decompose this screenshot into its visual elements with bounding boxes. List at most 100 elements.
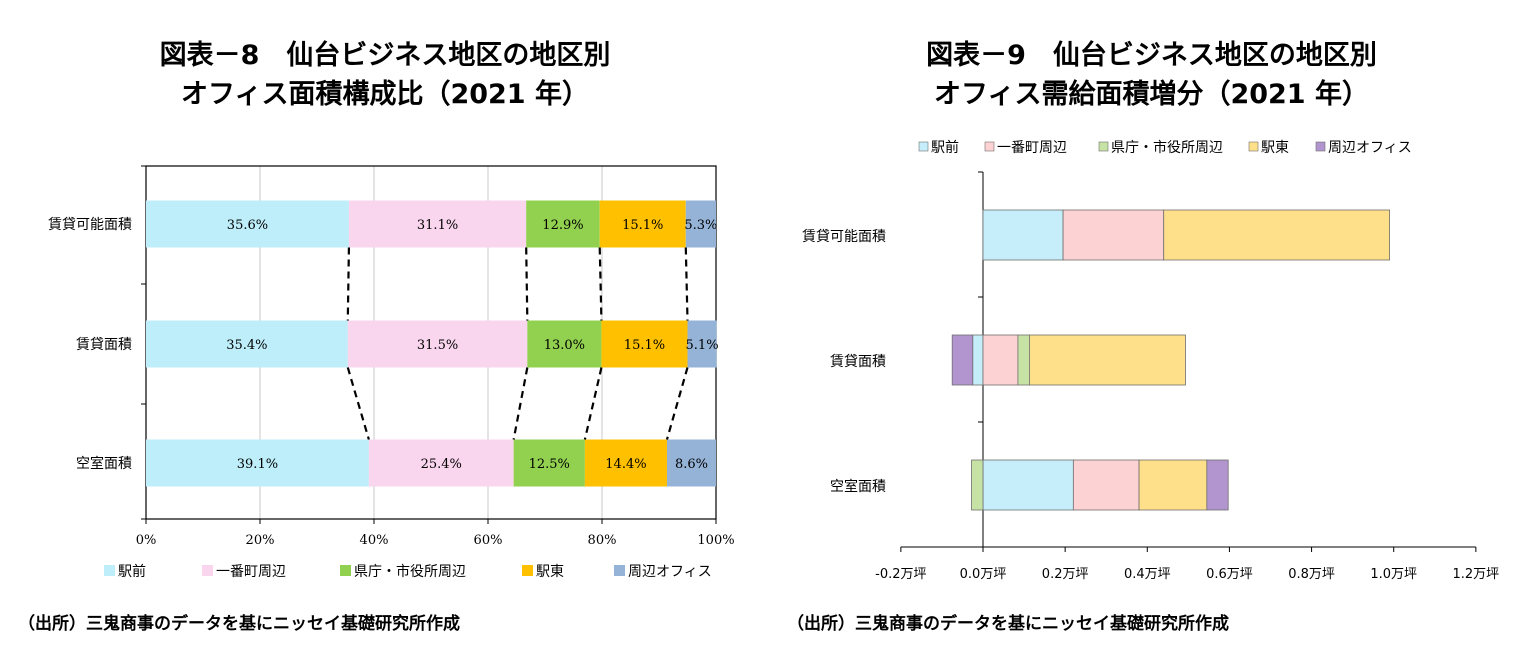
chart1-legend-label: 一番町周辺 — [216, 564, 286, 580]
chart1-data-label: 5.1% — [686, 338, 719, 353]
chart1-bar-segment — [584, 439, 667, 487]
chart1-title-line1: 図表－8 仙台ビジネス地区の地区別 — [159, 40, 611, 71]
chart2-bar-segment — [971, 459, 984, 511]
chart1-connector-line — [598, 247, 603, 321]
chart1-connector-line — [346, 247, 351, 321]
chart1-bar-segment — [666, 439, 716, 487]
chart2-x-tick-label: 0.0万坪 — [960, 567, 1007, 582]
chart1-data-label: 31.1% — [417, 218, 458, 233]
chart1-x-tick-label: 20% — [246, 533, 275, 548]
chart1-connector-line — [583, 367, 603, 440]
chart1-data-label: 14.4% — [605, 457, 646, 472]
chart1-bar-segment — [601, 320, 688, 368]
chart2-bar-segment — [982, 209, 1064, 261]
chart2-bar-segment — [1138, 459, 1208, 511]
chart1-legend-label: 県庁・市役所周辺 — [354, 563, 466, 580]
chart2-bar-segment — [1072, 459, 1140, 511]
chart1-bar-segment — [368, 439, 514, 487]
chart2-bar-segment — [951, 334, 974, 386]
chart1-data-label: 35.4% — [226, 338, 267, 353]
chart1-bar-segment — [599, 200, 686, 248]
chart1-data-label: 13.0% — [544, 338, 585, 353]
chart2-bar-segment — [1029, 334, 1186, 386]
chart1-data-label: 31.5% — [417, 338, 458, 353]
chart2-title-line1: 図表－9 仙台ビジネス地区の地区別 — [926, 40, 1377, 71]
chart1-legend-swatch — [614, 565, 625, 576]
chart1-data-label: 15.1% — [624, 338, 665, 353]
chart2-x-tick-label: 0.2万坪 — [1042, 567, 1089, 582]
chart2-title-line2: オフィス需給面積増分（2021 年） — [933, 79, 1369, 110]
chart2-x-tick-label: 1.2万坪 — [1453, 567, 1500, 582]
chart1-x-tick-label: 0% — [136, 533, 157, 548]
chart1-legend-swatch — [522, 565, 533, 576]
chart2-x-tick-label: -0.2万坪 — [875, 567, 926, 582]
chart1-bar-segment — [348, 200, 527, 248]
chart2-legend-label: 周辺オフィス — [1328, 140, 1412, 156]
chart1-title-line2: オフィス面積構成比（2021 年） — [180, 79, 589, 110]
chart1-legend-swatch — [104, 565, 115, 576]
chart1-legend-swatch — [202, 565, 213, 576]
chart1-connector-line — [684, 247, 689, 321]
chart1-data-label: 25.4% — [421, 457, 462, 472]
chart1-bar-segment — [526, 200, 600, 248]
chart1-connector-line — [665, 367, 689, 440]
chart2-legend-label: 県庁・市役所周辺 — [1111, 139, 1223, 156]
chart1-bar-segment — [146, 439, 369, 487]
chart1-x-tick-label: 60% — [474, 533, 503, 548]
chart1-legend-label: 駅前 — [118, 563, 146, 580]
chart1-bar-segment — [347, 320, 528, 368]
chart2-x-tick-label: 1.0万坪 — [1370, 567, 1417, 582]
chart2-legend-swatch — [918, 141, 929, 152]
chart1-data-label: 5.3% — [684, 218, 717, 233]
chart1-data-label: 12.5% — [529, 457, 570, 472]
chart1-bar-segment — [146, 200, 349, 248]
chart1-category-label: 賃貸面積 — [76, 337, 132, 353]
chart1-bar-segment — [146, 320, 348, 368]
chart2-bar-segment — [1206, 459, 1229, 511]
chart1-x-tick-label: 100% — [697, 533, 734, 548]
chart1-data-label: 35.6% — [227, 218, 268, 233]
chart1-legend-label: 周辺オフィス — [628, 564, 712, 580]
chart1-data-label: 8.6% — [675, 457, 708, 472]
chart1-bar-segment — [527, 320, 602, 368]
chart2-x-tick-label: 0.4万坪 — [1124, 567, 1171, 582]
chart2-category-label: 賃貸可能面積 — [802, 229, 886, 245]
chart2-legend-swatch — [1098, 141, 1109, 152]
chart1-legend-swatch — [340, 565, 351, 576]
chart1-connector-line — [512, 367, 529, 440]
chart1-legend-label: 駅東 — [536, 564, 564, 580]
chart1-x-tick-label: 80% — [588, 533, 617, 548]
chart1-data-label: 15.1% — [622, 218, 663, 233]
chart1-title: 図表－8 仙台ビジネス地区の地区別 オフィス面積構成比（2021 年） — [0, 36, 770, 114]
chart1-connector-line — [346, 367, 370, 440]
chart2-legend-label: 駅東 — [1261, 140, 1289, 156]
chart1-bar-segment — [685, 200, 716, 248]
chart1-category-label: 空室面積 — [76, 455, 132, 472]
chart1-category-label: 賃貸可能面積 — [48, 217, 132, 233]
chart1-data-label: 12.9% — [542, 218, 583, 233]
chart2-category-label: 賃貸面積 — [830, 354, 886, 370]
chart2-bar-segment — [1163, 209, 1391, 261]
chart1-bar-segment — [687, 320, 717, 368]
chart2-legend-swatch — [1248, 141, 1259, 152]
chart1-source: （出所）三鬼商事のデータを基にニッセイ基礎研究所作成 — [18, 614, 460, 634]
chart2-legend-swatch — [984, 141, 995, 152]
chart2-legend-label: 駅前 — [931, 139, 959, 156]
chart2-bar-segment — [982, 459, 1074, 511]
chart2-source: （出所）三鬼商事のデータを基にニッセイ基礎研究所作成 — [787, 614, 1229, 634]
chart2-bar-segment — [982, 334, 1019, 386]
chart2-bar-segment — [972, 334, 984, 386]
chart2-legend-label: 一番町周辺 — [997, 140, 1067, 156]
chart2-title: 図表－9 仙台ビジネス地区の地区別 オフィス需給面積増分（2021 年） — [770, 36, 1533, 114]
chart1-data-label: 39.1% — [237, 457, 278, 472]
chart1-connector-line — [525, 247, 529, 321]
chart2-category-label: 空室面積 — [830, 478, 886, 495]
chart2-bar-segment — [1062, 209, 1165, 261]
chart2-x-tick-label: 0.6万坪 — [1206, 567, 1253, 582]
chart2-legend-swatch — [1315, 141, 1326, 152]
chart2-x-tick-label: 0.8万坪 — [1288, 567, 1335, 582]
chart1-x-tick-label: 40% — [360, 533, 389, 548]
chart2-bar-segment — [1017, 334, 1030, 386]
chart1-bar-segment — [513, 439, 585, 487]
